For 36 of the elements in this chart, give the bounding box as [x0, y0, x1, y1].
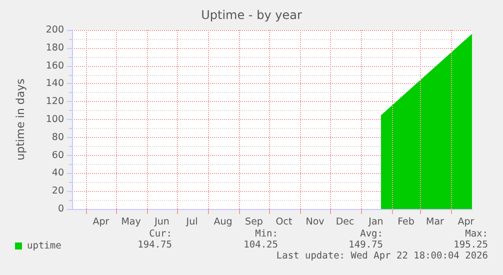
x-tick-label: Dec [336, 216, 354, 228]
text: 194.75 [138, 240, 172, 250]
y-tick-label: 40 [52, 168, 64, 179]
x-tick-label: Aug [214, 216, 232, 228]
y-tick-label: 80 [52, 132, 64, 143]
x-tick-label: Apr [92, 216, 110, 228]
x-tick-label: Jul [185, 216, 198, 228]
y-tick-label: 20 [52, 186, 64, 197]
y-tick-label: 100 [46, 114, 64, 125]
y-tick-label: 120 [46, 96, 64, 108]
text: Last update: Wed Apr 22 18:00:04 2026 [276, 250, 488, 262]
text: Avg: [360, 228, 384, 240]
y-tick-label: 180 [46, 42, 64, 54]
text: 195.25 [454, 240, 488, 250]
text: Cur: [149, 228, 172, 240]
x-tick-label: Sep [245, 216, 263, 228]
x-tick-label: Oct [276, 216, 292, 228]
y-tick-label: 140 [46, 78, 64, 90]
x-tick-label: Nov [306, 216, 325, 228]
x-tick-label: Jun [154, 216, 170, 228]
x-tick-label: Feb [398, 216, 414, 228]
y-tick-label: 60 [52, 150, 64, 161]
y-tick-label: 200 [46, 24, 64, 36]
x-tick-label: Jan [368, 216, 384, 228]
text: 149.75 [348, 240, 384, 250]
y-axis-title: uptime in days [14, 78, 27, 160]
y-tick-label: 160 [46, 60, 64, 72]
chart-title: Uptime - by year [201, 8, 302, 22]
x-tick-label: Apr [458, 216, 474, 228]
x-tick-label: Mar [426, 216, 444, 228]
text: 104.25 [244, 240, 278, 250]
legend-label: uptime [27, 240, 62, 252]
text: Min: [255, 228, 278, 240]
text: Max: [465, 228, 488, 240]
y-tick-label: 0 [58, 204, 64, 214]
x-tick-label: May [121, 216, 142, 228]
